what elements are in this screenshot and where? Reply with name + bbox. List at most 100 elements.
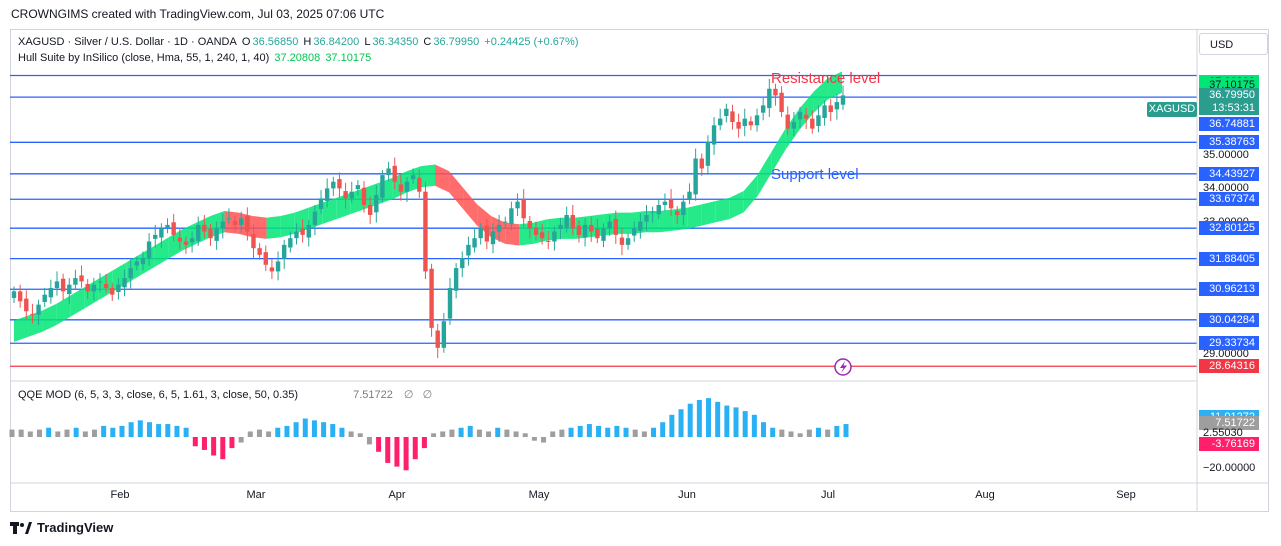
time-axis-tick: Apr — [388, 489, 406, 501]
qqe-bar — [311, 420, 317, 437]
candle-body — [67, 284, 72, 294]
hull-band-segment — [827, 71, 842, 100]
candle-body — [484, 225, 490, 242]
candle-body — [159, 228, 164, 238]
candle-body — [539, 232, 545, 239]
close-label: C — [423, 36, 432, 48]
price-tag: 32.80125 — [1199, 221, 1259, 236]
candle-body — [386, 168, 391, 176]
candle-body — [503, 221, 508, 223]
qqe-legend[interactable]: QQE MOD (6, 5, 3, 3, close, 6, 5, 1.61, … — [18, 388, 434, 401]
candle-body — [570, 214, 576, 229]
candle-body — [816, 115, 821, 126]
candle-body — [146, 241, 152, 259]
hull-band-segment — [715, 197, 730, 223]
candle-body — [644, 214, 649, 222]
symbol-legend[interactable]: XAGUSD · Silver / U.S. Dollar · 1D · OAN… — [18, 36, 580, 48]
price-tag: 36.74881 — [1199, 116, 1259, 131]
tradingview-logo[interactable]: TradingView — [10, 520, 113, 535]
price-grid-label: 34.00000 — [1203, 182, 1249, 195]
qqe-bar — [788, 431, 794, 437]
candle-body — [251, 234, 256, 249]
qqe-bar — [733, 407, 739, 437]
candle-body — [306, 224, 311, 238]
qqe-bar — [678, 409, 684, 437]
qqe-bar — [816, 427, 822, 437]
hull-band-segment — [252, 215, 267, 239]
qqe-bar — [724, 405, 730, 437]
qqe-bar — [247, 431, 253, 437]
hull-band-segment — [659, 209, 674, 233]
candle-body — [447, 288, 453, 319]
qqe-value: 7.51722 — [353, 389, 393, 401]
qqe-bar — [27, 431, 33, 437]
price-tag: 36.79950 — [1199, 88, 1259, 103]
qqe-bar — [614, 425, 620, 437]
candle-body — [367, 205, 373, 215]
tradingview-logo-icon — [10, 521, 32, 534]
qqe-bar — [669, 414, 675, 437]
price-grid-label: 29.00000 — [1203, 348, 1249, 361]
candle-body — [724, 108, 729, 117]
hull-band-segment — [505, 222, 520, 246]
candle-body — [595, 228, 600, 239]
candle-body — [11, 291, 17, 298]
candle-body — [656, 205, 661, 215]
candle-body — [300, 228, 305, 235]
candle-body — [533, 228, 539, 235]
hull-band-segment — [813, 78, 828, 113]
resistance-annotation: Resistance level — [771, 70, 881, 87]
candle-body — [73, 278, 78, 285]
qqe-bar — [467, 425, 473, 437]
candle-body — [54, 281, 60, 289]
price-tag: 31.88405 — [1199, 251, 1259, 266]
currency-selector[interactable]: USD — [1199, 33, 1268, 55]
hull-legend[interactable]: Hull Suite by InSilico (close, Hma, 55, … — [18, 52, 373, 64]
qqe-bar — [91, 429, 97, 437]
alert-icon[interactable] — [834, 358, 852, 376]
qqe-bar — [715, 401, 721, 437]
candle-body — [521, 199, 526, 219]
candle-body — [189, 238, 195, 243]
candle-body — [97, 281, 103, 283]
qqe-bar — [376, 437, 382, 452]
candle-body — [748, 121, 754, 126]
qqe-bar — [119, 425, 125, 437]
price-tag: 35.38763 — [1199, 135, 1259, 150]
qqe-bar — [495, 427, 501, 437]
hull-band-segment — [435, 164, 450, 193]
qqe-bar — [36, 429, 42, 437]
hull-value-1: 37.20808 — [274, 52, 321, 64]
candle-body — [398, 184, 404, 192]
time-axis-tick: Sep — [1116, 489, 1136, 501]
hull-band-segment — [280, 212, 295, 238]
candle-body — [754, 115, 760, 126]
open-label: O — [241, 36, 251, 48]
time-axis-tick: Mar — [246, 489, 266, 501]
candle-body — [257, 248, 262, 255]
qqe-bar — [825, 429, 831, 437]
open-value: 36.56850 — [252, 36, 299, 48]
candle-body — [294, 231, 299, 239]
price-tag: 33.67374 — [1199, 192, 1259, 207]
qqe-bar — [275, 427, 281, 437]
candle-body — [85, 284, 90, 292]
candle-body — [552, 231, 557, 242]
candle-body — [711, 125, 717, 145]
hull-band-segment — [14, 315, 29, 342]
qqe-bar — [9, 429, 15, 437]
qqe-bar — [632, 429, 638, 437]
change-value: +0.24425 (+0.67%) — [484, 36, 579, 48]
hull-band-segment — [84, 279, 99, 309]
qqe-bar — [559, 429, 565, 437]
qqe-axis-label: 2.55030 — [1203, 427, 1243, 439]
qqe-bar — [339, 427, 345, 437]
qqe-bar — [110, 427, 116, 437]
hull-band-segment — [420, 164, 436, 188]
candle-body — [742, 118, 747, 126]
candle-body — [601, 228, 606, 241]
qqe-bar — [146, 422, 152, 437]
qqe-bar — [843, 424, 849, 437]
qqe-bar — [806, 429, 812, 437]
